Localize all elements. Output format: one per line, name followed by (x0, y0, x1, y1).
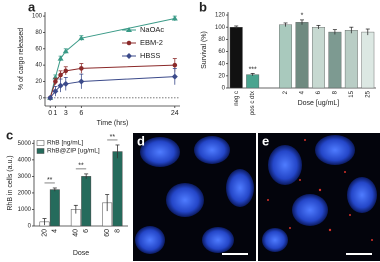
significance: ** (110, 134, 116, 141)
x-tick-label: 0 (48, 110, 52, 117)
line (49, 76, 175, 99)
y-tick-label: 0 (222, 86, 226, 92)
x-tick-label: neg c (234, 91, 240, 106)
marker (171, 15, 178, 21)
legend-marker (126, 40, 132, 46)
marker (57, 55, 64, 61)
y-tick-label: 80 (35, 30, 42, 36)
marker (171, 73, 178, 80)
marker (63, 68, 69, 74)
y-axis-label: Survival (%) (201, 31, 208, 69)
marker (78, 35, 85, 41)
x-tick-label: 8 (332, 90, 338, 94)
bar (81, 176, 92, 227)
x-tick-label: 25 (365, 90, 371, 97)
y-tick-label: 5000 (18, 141, 32, 147)
marker (52, 88, 59, 95)
marker (62, 48, 69, 54)
x-tick-label: 6 (79, 110, 83, 117)
y-tick-label: 0 (39, 95, 43, 101)
line (49, 64, 175, 98)
bar (328, 31, 342, 89)
significance: * (301, 13, 304, 20)
y-tick-label: 4000 (18, 157, 32, 163)
y-tick-label: 120 (215, 13, 226, 19)
marker (78, 78, 85, 85)
bar (246, 74, 260, 89)
legend-marker (126, 53, 132, 59)
marker (57, 82, 64, 89)
x-axis-label: Time (hrs) (97, 120, 129, 127)
bar-label: 8 (114, 229, 121, 233)
x-tick-label: 15 (349, 90, 355, 97)
x-tick-label: pos c dtx (250, 91, 256, 115)
image-e: e (258, 133, 380, 261)
marker (79, 66, 84, 71)
y-tick-label: 0 (28, 224, 32, 230)
legend-marker (126, 27, 132, 32)
panel-label: e (262, 133, 269, 148)
significance: *** (249, 66, 257, 73)
legend-label: RhB [ng/mL] (47, 140, 83, 147)
y-axis-label: % of cargo released (18, 28, 25, 90)
bar (229, 27, 243, 89)
y-tick-label: 40 (35, 63, 42, 69)
y-tick-label: 1000 (18, 207, 32, 213)
y-tick-label: 100 (215, 25, 226, 31)
y-tick-label: 60 (35, 46, 42, 52)
y-tick-label: 2000 (18, 191, 32, 197)
x-tick-label: 3 (64, 110, 68, 117)
bar-label: 20 (41, 229, 48, 237)
x-tick-label: 4 (300, 90, 306, 94)
significance: ** (78, 163, 84, 170)
y-axis-label: RhB in cells (a.u.) (7, 155, 14, 210)
panel-label: d (137, 133, 145, 148)
bar (112, 151, 123, 227)
x-tick-label: 1 (53, 110, 57, 117)
bar-label: 6 (83, 229, 90, 233)
marker (47, 94, 54, 101)
x-axis-label: Dose (73, 250, 89, 257)
bar (49, 189, 60, 227)
panel-label: b (199, 0, 207, 14)
marker (58, 72, 63, 78)
legend-label: NaOAc (140, 25, 164, 34)
bar (361, 31, 375, 89)
significance: ** (47, 177, 53, 184)
x-tick-label: 2 (283, 90, 289, 94)
x-tick-label: 6 (316, 90, 322, 94)
bar (279, 24, 293, 89)
legend-label: EBM-2 (140, 38, 163, 47)
y-tick-label: 80 (218, 37, 225, 43)
y-tick-label: 40 (218, 61, 225, 67)
image-d: d (133, 133, 256, 261)
y-tick-label: 3000 (18, 174, 32, 180)
bar-label: 60 (104, 229, 111, 237)
legend-label: RhB@ZIP [ug/mL] (47, 148, 100, 155)
panel-label: a (28, 0, 36, 14)
y-tick-label: 100 (32, 14, 43, 20)
legend-swatch (36, 148, 45, 154)
legend-swatch (36, 140, 45, 146)
marker (172, 62, 178, 68)
x-axis-label: Dose [ug/mL] (298, 100, 340, 107)
marker (62, 80, 69, 87)
y-tick-label: 60 (218, 49, 225, 55)
bar (311, 27, 325, 89)
panel-label: c (6, 127, 13, 142)
y-tick-label: 20 (35, 79, 42, 85)
legend-label: HBSS (140, 51, 160, 60)
bar (295, 22, 309, 89)
marker (53, 79, 58, 84)
bar-label: 4 (52, 229, 59, 233)
bar-label: 40 (73, 229, 80, 237)
x-tick-label: 24 (171, 110, 179, 117)
bar (344, 30, 358, 89)
y-tick-label: 20 (218, 73, 225, 79)
